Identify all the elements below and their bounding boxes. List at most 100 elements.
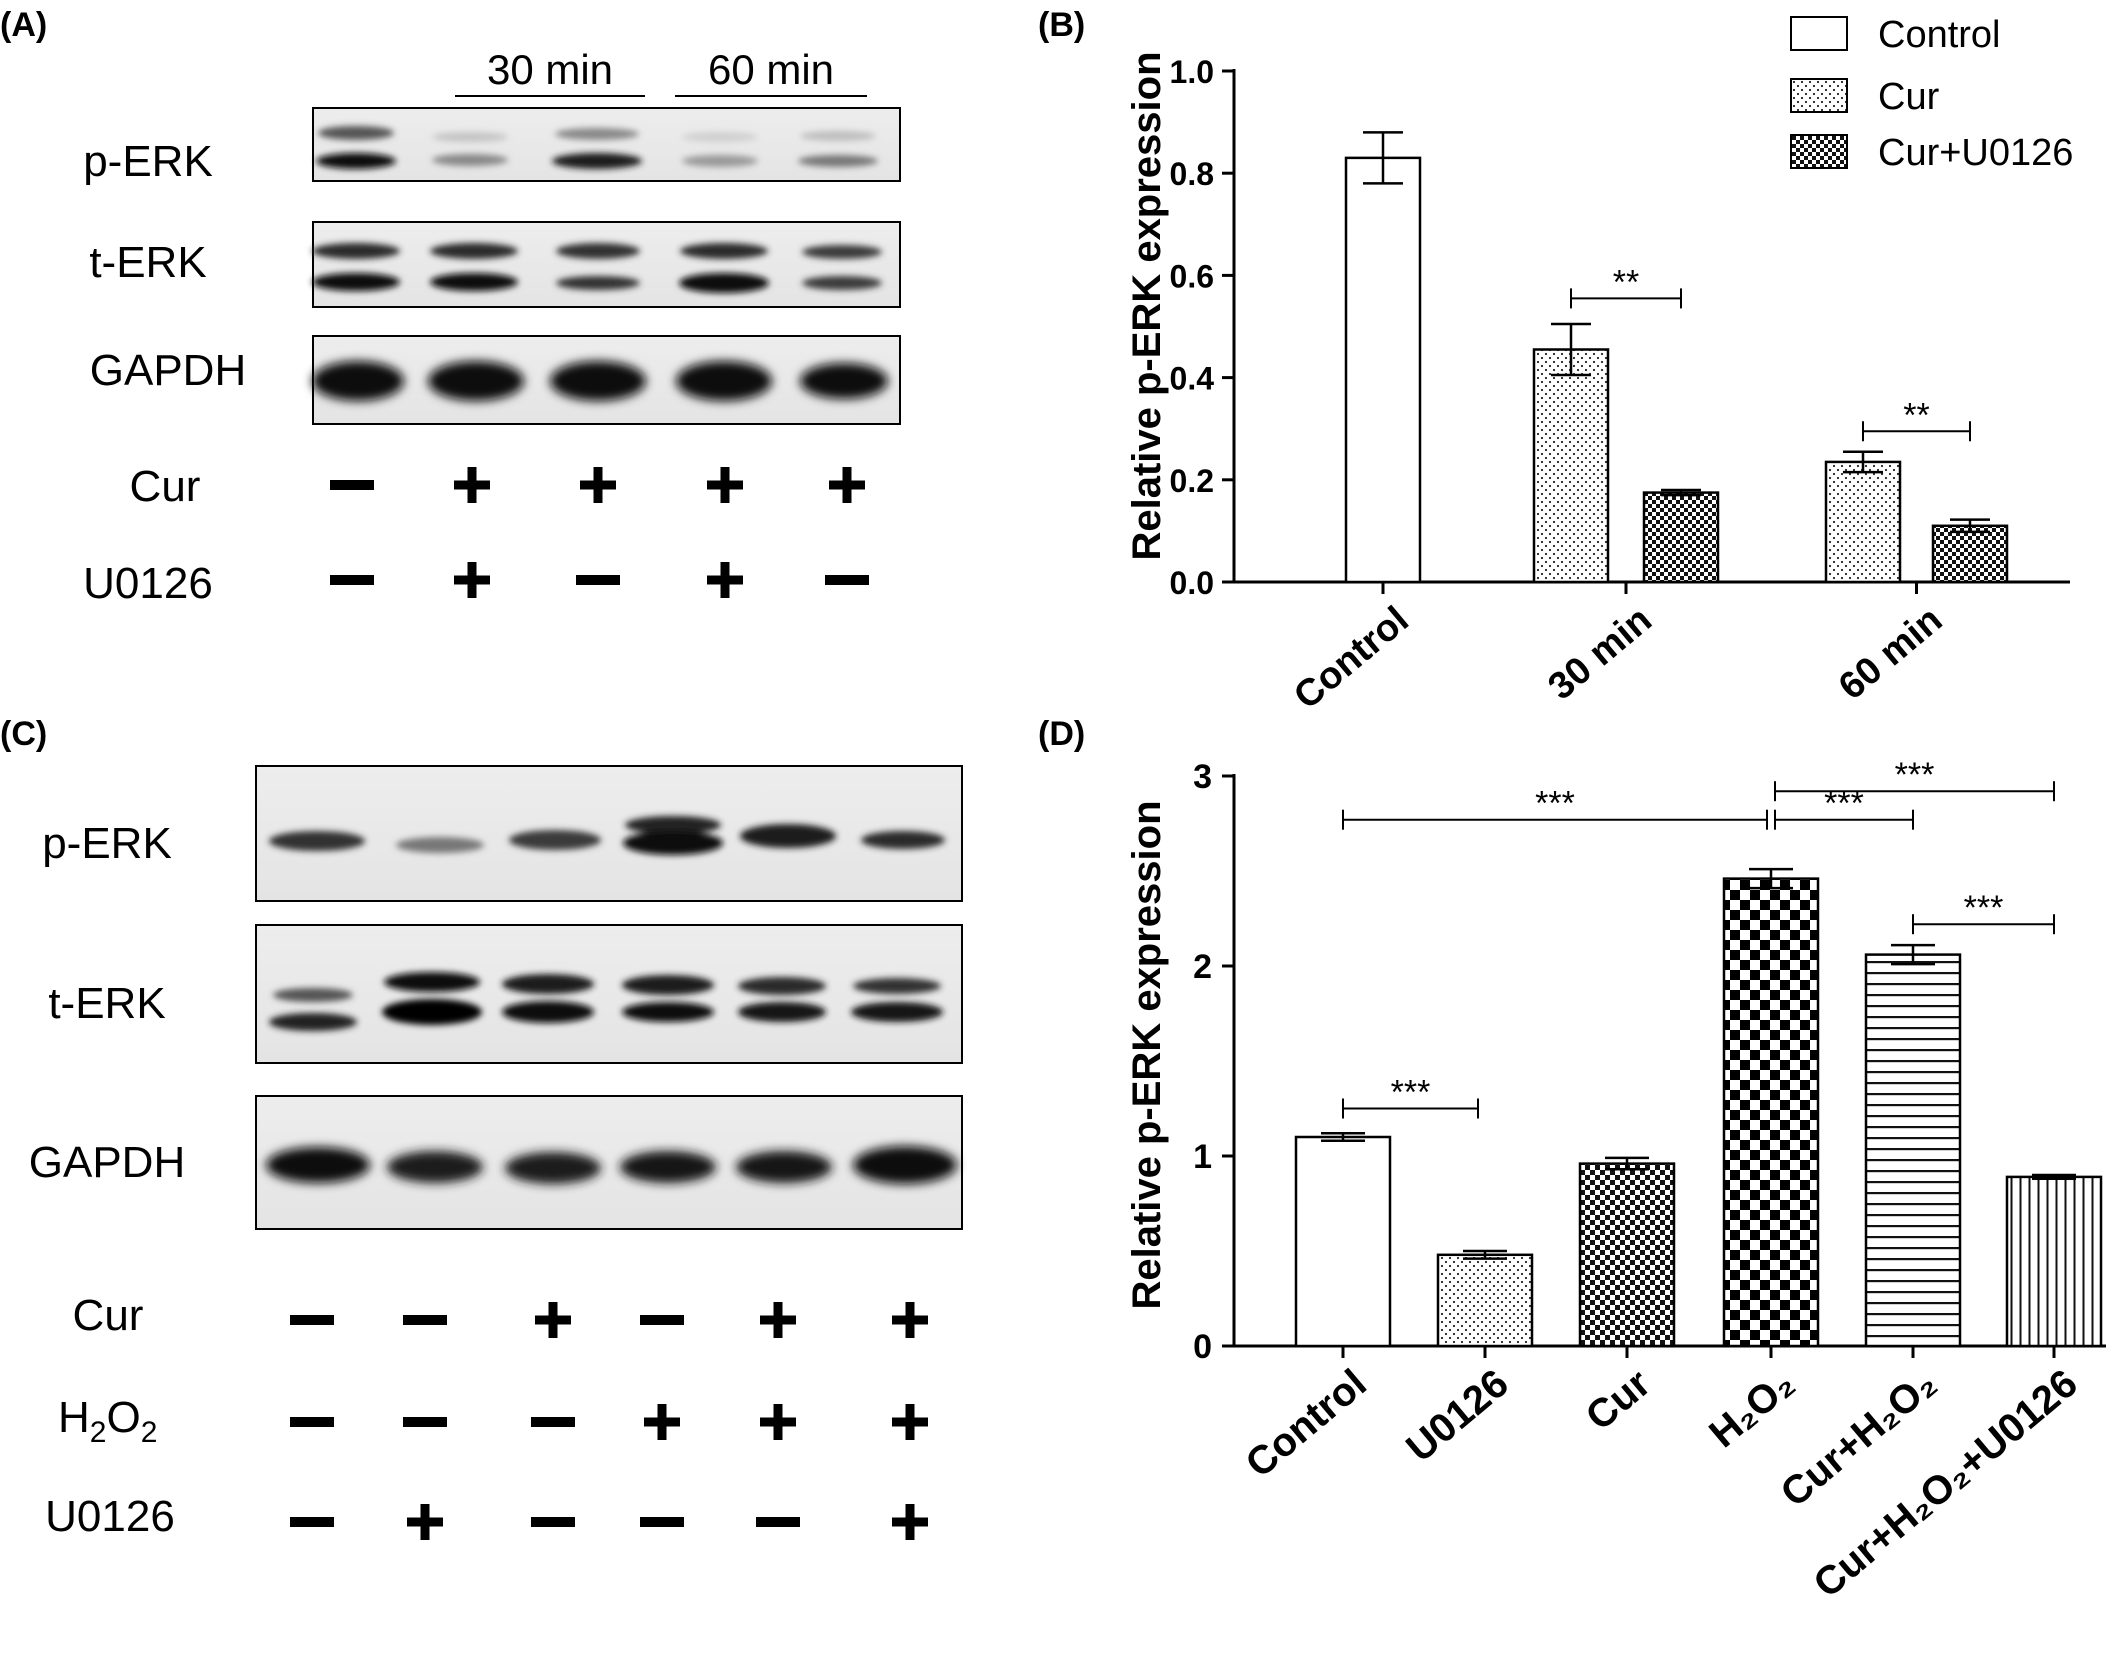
treatment-a-sign-v [593, 467, 603, 503]
chart-d-x-tick-label: Cur+H₂O₂+U0126 [1805, 1361, 2085, 1606]
treatment-a-sign [330, 480, 374, 490]
treatment-signs-a [330, 467, 869, 598]
chart-b-legend: Control Cur Cur+U0126 [1790, 14, 2073, 174]
chart-b: 0.0 0.2 0.4 0.6 0.8 1.0 Control 30 min 60 min ** *… [1170, 14, 2074, 718]
treat-c-label-u0126: U0126 [45, 1492, 175, 1541]
blot-a-row-label-perk: p-ERK [83, 137, 213, 186]
chart-b-bar [1824, 460, 1902, 584]
treatment-a-sign-v [467, 467, 477, 503]
treat-a-label-u0126: U0126 [83, 559, 213, 608]
chart-b-sig-label: ** [1903, 396, 1929, 434]
blot-a-row-label-terk: t-ERK [89, 238, 206, 287]
panel-a-label: (A) [0, 6, 47, 44]
chart-d-y-tick-label: 0 [1193, 1328, 1212, 1366]
chart-b-bar [1642, 491, 1720, 584]
treatment-c-sign [531, 1417, 575, 1427]
treatment-a-sign [576, 575, 620, 585]
chart-d-ylabel: Relative p-ERK expression [1125, 800, 1169, 1309]
blot-a-row-label-gapdh: GAPDH [90, 346, 246, 395]
chart-d-x-tick-label: U0126 [1398, 1361, 1517, 1470]
chart-b-y-tick-label: 0.0 [1170, 565, 1214, 601]
chart-b-legend-swatch [1790, 134, 1848, 169]
chart-b-ylabel: Relative p-ERK expression [1125, 51, 1169, 560]
chart-d-x-tick-label: H₂O₂ [1701, 1361, 1802, 1456]
chart-b-y-tick-label: 0.4 [1170, 361, 1215, 397]
chart-b-legend-swatch [1790, 16, 1848, 51]
blot-c-perk [255, 765, 963, 902]
treatment-c-sign [290, 1517, 334, 1527]
treat-c-label-h2o2: H2O2 [58, 1393, 157, 1449]
treatment-c-sign [403, 1315, 447, 1325]
chart-b-y-tick-label: 1.0 [1170, 54, 1214, 90]
chart-d-bar [1864, 953, 1962, 1348]
chart-b-x-tick-label: 30 min [1541, 599, 1660, 709]
chart-d-y-tick-label: 3 [1193, 758, 1212, 796]
chart-d-bar [2005, 1175, 2103, 1348]
treatment-a-sign [825, 575, 869, 585]
blot-a-gapdh [312, 335, 901, 425]
treatment-c-sign [756, 1517, 800, 1527]
treatment-c-sign-v [905, 1404, 915, 1440]
blot-c-terk [255, 924, 963, 1064]
treatment-c-sign-v [905, 1302, 915, 1338]
treatment-a-sign-v [720, 467, 730, 503]
chart-b-legend-label: Control [1878, 14, 2001, 56]
chart-d-sig-label: *** [1895, 756, 1935, 794]
treatment-c-sign [403, 1417, 447, 1427]
chart-b-legend-swatch [1790, 78, 1848, 113]
treat-a-label-cur: Cur [130, 462, 201, 511]
time-label-30: 30 min [487, 46, 613, 93]
chart-d-x-tick-label: Cur [1578, 1361, 1659, 1439]
blot-c-row-label-gapdh: GAPDH [29, 1138, 185, 1187]
treatment-c-sign [640, 1315, 684, 1325]
chart-d-bar [1294, 1135, 1392, 1348]
chart-b-bar [1931, 524, 2009, 584]
treatment-c-sign [290, 1417, 334, 1427]
treatment-c-sign-v [657, 1404, 667, 1440]
panel-d-label: (D) [1038, 715, 1085, 753]
chart-d-bar [1578, 1162, 1676, 1348]
time-label-60: 60 min [708, 46, 834, 93]
panel-c: (C) p-ERK t-ERK GAPDH [0, 715, 963, 1541]
chart-d-y-tick-label: 1 [1193, 1138, 1212, 1176]
chart-d-bar [1436, 1253, 1534, 1348]
chart-b-bar [1532, 348, 1610, 584]
treatment-c-sign-v [773, 1302, 783, 1338]
treatment-c-sign-v [905, 1504, 915, 1540]
chart-b-legend-label: Cur [1878, 76, 1940, 118]
treatment-signs-c [290, 1302, 928, 1540]
panel-d: (D) Relative p-ERK expression 0 1 2 3 Contro… [1038, 715, 2106, 1606]
blot-c-gapdh [255, 1095, 963, 1230]
treat-c-label-cur: Cur [73, 1291, 144, 1340]
blot-c-row-label-perk: p-ERK [42, 819, 172, 868]
blot-a-perk [312, 107, 901, 182]
chart-b-y-tick-label: 0.8 [1170, 156, 1214, 192]
panel-a: (A) 30 min 60 min p-ERK t-ERK GAPDH [0, 6, 901, 608]
treatment-a-sign [330, 575, 374, 585]
chart-b-sig-label: ** [1613, 263, 1639, 301]
treatment-a-sign-v [720, 562, 730, 598]
treatment-c-sign [640, 1517, 684, 1527]
treatment-a-sign-v [467, 562, 477, 598]
chart-d-sig-label: *** [1535, 785, 1575, 823]
panel-c-label: (C) [0, 715, 47, 753]
chart-b-bar [1344, 156, 1422, 584]
treatment-c-sign [531, 1517, 575, 1527]
chart-b-legend-label: Cur+U0126 [1878, 132, 2073, 174]
treatment-c-sign-v [420, 1504, 430, 1540]
panel-b-label: (B) [1038, 6, 1085, 44]
panel-b: (B) Relative p-ERK expression 0.00.20.40… [1038, 6, 2073, 718]
chart-b-x-tick-label: 60 min [1831, 599, 1950, 709]
chart-d-y-tick-label: 2 [1193, 948, 1212, 986]
chart-d-sig-label: *** [1964, 889, 2004, 927]
chart-d-sig-label: *** [1391, 1074, 1431, 1112]
blot-a-terk [312, 221, 901, 308]
chart-b-y-tick-label: 0.6 [1170, 258, 1214, 294]
chart-d-bar [1722, 877, 1820, 1348]
blot-c-row-label-terk: t-ERK [48, 979, 165, 1028]
treatment-c-sign [290, 1315, 334, 1325]
treatment-c-sign-v [548, 1302, 558, 1338]
treatment-c-sign-v [773, 1404, 783, 1440]
